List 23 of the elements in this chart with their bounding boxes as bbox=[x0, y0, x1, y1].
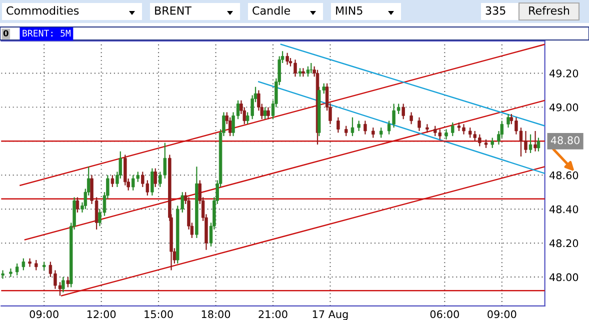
text: 335 bbox=[486, 6, 506, 15]
x-tick-label: 17 Aug bbox=[312, 310, 348, 320]
text: Refresh bbox=[529, 6, 570, 15]
y-tick-label: 49.20 bbox=[550, 69, 578, 78]
y-tick-label: 48.20 bbox=[550, 239, 578, 248]
x-tick-label: 15:00 bbox=[144, 310, 173, 318]
y-tick-label: 49.00 bbox=[550, 103, 578, 112]
text: Candle bbox=[252, 6, 290, 15]
y-tick-label: 48.00 bbox=[550, 273, 578, 282]
y-tick-label: 48.60 bbox=[550, 171, 578, 180]
x-tick-label: 09:00 bbox=[30, 310, 58, 318]
x-tick-label: 09:00 bbox=[488, 310, 516, 318]
text: 0 bbox=[3, 30, 8, 36]
x-tick-label: 06:00 bbox=[430, 310, 459, 318]
y-tick-label: 48.40 bbox=[550, 205, 578, 214]
text: Commodities bbox=[6, 6, 79, 15]
text: BRENT bbox=[155, 6, 192, 15]
chart-title: BRENT: 5M bbox=[22, 30, 71, 37]
x-tick-label: 12:00 bbox=[87, 310, 116, 318]
ref-line-label: 48.80 bbox=[550, 136, 580, 144]
text: MIN5 bbox=[336, 6, 362, 15]
x-tick-label: 18:00 bbox=[202, 310, 230, 318]
x-tick-label: 21:00 bbox=[258, 310, 288, 318]
